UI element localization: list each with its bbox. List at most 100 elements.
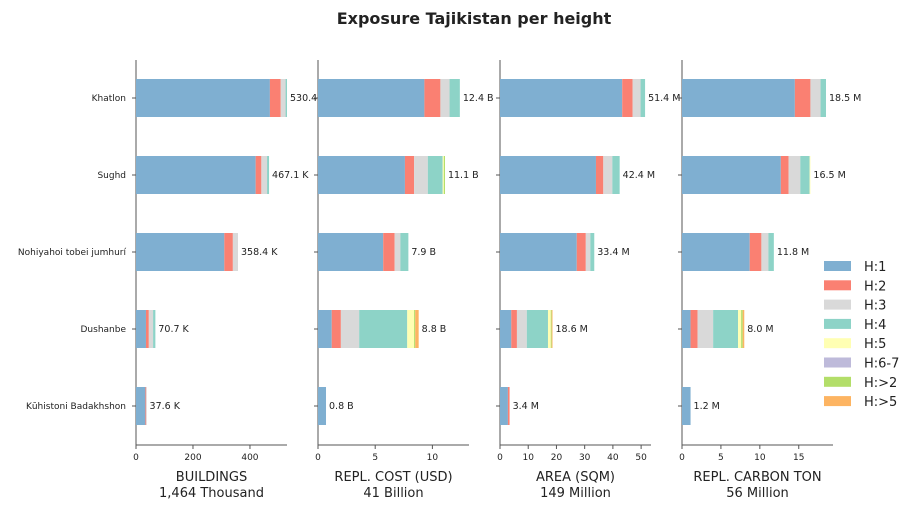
bar-value-label: 8.0 M	[747, 324, 773, 335]
bar-segment-h-5	[738, 310, 742, 348]
bar-segment-h-1	[136, 387, 146, 425]
bar-segment-h-3	[516, 310, 527, 348]
bar-segment-h-2	[145, 310, 149, 348]
bar-value-label: 467.1 K	[272, 170, 309, 181]
bar-segment-h-3	[440, 79, 450, 117]
bar-segment-h-1	[500, 387, 508, 425]
bar-segment-h-2	[576, 233, 586, 271]
bar-segment-h-1	[318, 310, 332, 348]
bar-segment-h-2	[414, 310, 416, 348]
x-axis-label: AREA (SQM)	[536, 470, 615, 485]
bar-segment-h-2	[749, 233, 762, 271]
bar-value-label: 3.4 M	[513, 401, 539, 412]
bar-value-label: 51.4 M	[648, 93, 680, 104]
bar-value-label: 37.6 K	[150, 401, 181, 412]
x-axis-label: BUILDINGS	[176, 470, 247, 485]
x-axis-label: REPL. COST (USD)	[334, 470, 452, 485]
bar-segment-h-1	[318, 387, 327, 425]
bar-value-label: 18.6 M	[555, 324, 587, 335]
bar-segment-h-3	[148, 310, 154, 348]
category-label: Nohiyahoi tobei jumhurí	[18, 248, 127, 258]
bar-segment-h-2	[622, 79, 633, 117]
bar-segment-h-1	[318, 156, 405, 194]
bar-segment-h-2	[424, 79, 441, 117]
bar-segment-h-3	[585, 233, 591, 271]
bar-segment-h-1	[682, 233, 750, 271]
legend-label: H:6-7	[864, 357, 899, 372]
bar-segment-h-2	[690, 310, 698, 348]
bar-segment-h-2	[780, 156, 789, 194]
x-tick-label: 10	[427, 453, 439, 463]
x-tick-label: 0	[133, 453, 139, 463]
bar-segment-h-4	[713, 310, 739, 348]
x-tick-label: 30	[579, 453, 591, 463]
bar-segment-h-2	[595, 156, 604, 194]
bar-value-label: 33.4 M	[597, 247, 629, 258]
legend-item: H:1	[824, 260, 886, 275]
bar-segment-h-3	[761, 233, 769, 271]
x-axis-total: 149 Million	[540, 486, 611, 501]
bar-segment-h-3	[810, 79, 821, 117]
bar-segment-h-4	[590, 233, 595, 271]
legend-label: H:4	[864, 318, 886, 333]
bar-value-label: 42.4 M	[623, 170, 655, 181]
legend-swatch	[824, 261, 851, 271]
bar-segment-h-1	[318, 79, 425, 117]
bar-value-label: 530.4	[290, 93, 317, 104]
x-tick-label: 0	[679, 453, 685, 463]
bar-value-label: 0.8 B	[329, 401, 354, 412]
bar-segment-h-5	[547, 310, 551, 348]
x-axis-total: 41 Billion	[363, 486, 423, 501]
x-tick-label: 400	[241, 453, 258, 463]
bar-segment-h-3	[340, 310, 360, 348]
bar-segment-h-4	[285, 79, 287, 117]
bar-segment-h-5	[407, 310, 415, 348]
x-tick-label: 10	[754, 453, 766, 463]
panel-3: 0 10 20 30 40 50 51.4 M 42.4 M 33.4 M 18.6 M 3.4 M…	[496, 60, 680, 501]
legend-swatch	[824, 357, 851, 368]
bar-segment-h-4	[427, 156, 443, 194]
bar-segment-h-2	[331, 310, 341, 348]
legend-label: H:1	[864, 260, 886, 275]
bar-segment-h-5	[551, 310, 553, 348]
bar-segment-h-1	[500, 310, 512, 348]
bar-segment-h-3	[280, 79, 286, 117]
bar-value-label: 11.1 B	[448, 170, 479, 181]
bar-value-label: 8.8 B	[422, 324, 447, 335]
bar-segment-h-2	[443, 156, 445, 194]
bar-segment-h-2	[255, 156, 262, 194]
x-axis-total: 1,464 Thousand	[159, 486, 264, 501]
bar-segment-h-4	[820, 79, 826, 117]
bar-segment-h-2	[550, 310, 552, 348]
bar-segment-h-2	[145, 387, 147, 425]
bar-segment-h-4	[800, 156, 810, 194]
legend-swatch	[824, 299, 851, 310]
legend-swatch	[824, 396, 851, 407]
category-label: Dushanbe	[81, 325, 127, 335]
bar-segment-h-4	[640, 79, 646, 117]
bar-segment-h-1	[136, 79, 270, 117]
bar-segment-h-1	[136, 156, 256, 194]
bar-segment-h-3	[414, 156, 428, 194]
bar-segment-h-3	[146, 387, 147, 425]
x-tick-label: 0	[315, 453, 321, 463]
panel-2: 0 5 10 12.4 B 11.1 B 7.9 B 8.8 B 0.8 B REPL. COS…	[314, 60, 494, 501]
x-tick-label: 0	[497, 453, 503, 463]
bar-segment-h-3	[632, 79, 641, 117]
bar-segment-h-3	[788, 156, 801, 194]
bar-segment-h-1	[136, 310, 146, 348]
legend-label: H:>2	[864, 376, 897, 391]
x-tick-label: 5	[372, 453, 378, 463]
bar-segment-h-1	[500, 79, 623, 117]
legend-item: H:6-7	[824, 357, 899, 372]
legend-swatch	[824, 280, 851, 291]
legend-label: H:5	[864, 337, 886, 352]
category-label: Khatlon	[92, 94, 126, 104]
panel-1: Khatlon Sughd Nohiyahoi tobei jumhurí Dusha…	[18, 60, 317, 501]
bar-segment-h-2	[269, 79, 281, 117]
bar-segment-h-4	[359, 310, 408, 348]
bar-segment-h-4	[153, 310, 156, 348]
bar-segment-h-4	[449, 79, 460, 117]
bar-segment-h-3	[232, 233, 238, 271]
